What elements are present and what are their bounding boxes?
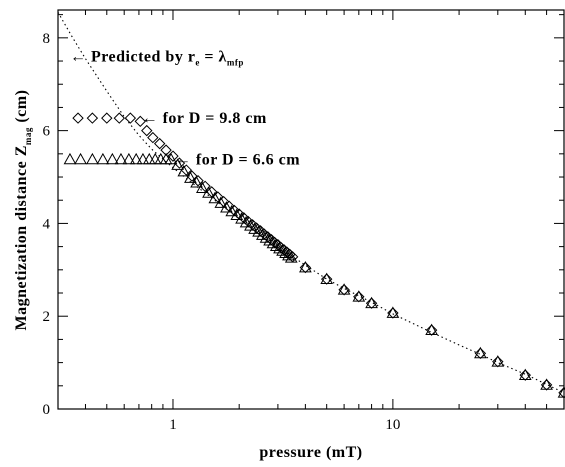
triangle-point <box>177 164 191 177</box>
triangle-point <box>276 244 289 256</box>
ticks-layer: 0 2 4 6 8 1 10 <box>43 10 565 433</box>
triangle-point <box>352 290 366 302</box>
predicted-curve <box>57 12 565 394</box>
diamond-point <box>192 175 204 187</box>
triangle-point <box>136 152 150 165</box>
triangle-point <box>220 201 233 213</box>
y-axis-title-sub: mag <box>23 127 33 145</box>
triangle-point <box>365 296 378 309</box>
diamond-point <box>86 112 99 124</box>
annotation-subscript: mfp <box>227 57 244 67</box>
diamond-point <box>124 112 137 124</box>
y-tick-label: 0 <box>43 402 51 418</box>
triangle-point <box>214 196 228 208</box>
annotation: ← for D = 9.8 cm <box>142 110 267 127</box>
triangle-point <box>284 251 298 263</box>
triangle-point <box>282 248 295 261</box>
diamond-point <box>153 137 166 150</box>
triangle-point <box>74 152 87 165</box>
triangle-point <box>122 152 136 165</box>
triangle-point <box>190 176 203 188</box>
x-axis-title: pressure (mT) <box>259 444 362 461</box>
triangle-point <box>540 378 553 390</box>
diamond-point <box>353 291 365 303</box>
annotations-layer: ← Predicted by re = λmfp← for D = 9.8 cm… <box>70 48 300 168</box>
triangle-point <box>279 246 292 259</box>
y-tick-label: 4 <box>43 216 51 232</box>
triangle-point <box>425 323 438 336</box>
triangle-point <box>266 236 280 249</box>
x-tick-label: 10 <box>385 417 400 433</box>
triangle-point <box>491 355 505 367</box>
triangle-point <box>164 152 178 165</box>
triangle-point <box>225 204 239 217</box>
diamond-point <box>365 297 378 309</box>
y-axis-title-unit: (cm) <box>13 90 30 128</box>
annotation-text: for D = 9.8 cm <box>158 110 267 127</box>
triangle-point <box>239 215 253 228</box>
y-axis-title-main: Magnetization distance Z <box>13 145 30 330</box>
diamond-point <box>147 131 159 144</box>
triangle-point <box>320 272 334 284</box>
triangle-point <box>129 152 143 165</box>
triangle-point <box>171 158 184 170</box>
triangle-point <box>269 239 283 252</box>
triangle-point <box>235 212 248 224</box>
plot-frame <box>57 9 565 410</box>
y-axis-title: Magnetization distance Zmag (cm) <box>13 90 33 331</box>
y-tick-label: 2 <box>43 309 51 325</box>
data-marks-layer <box>63 112 565 399</box>
annotation-text: Predicted by r <box>86 48 195 65</box>
triangle-point <box>184 171 197 183</box>
annotation: ← Predicted by re = λmfp <box>70 48 244 67</box>
annotation: ← for D = 6.6 cm <box>175 151 300 168</box>
triangle-point <box>63 152 77 165</box>
predicted-curve-layer <box>57 12 565 394</box>
triangle-point <box>230 208 244 220</box>
y-tick-label: 8 <box>43 31 51 47</box>
diamond-point <box>387 307 399 319</box>
diamond-point <box>160 144 172 156</box>
diamond-point <box>167 150 179 162</box>
triangle-point <box>337 283 351 295</box>
triangle-point <box>96 152 110 165</box>
diamond-point <box>474 347 487 360</box>
x-tick-label: 1 <box>169 417 177 433</box>
annotation-arrow: ← <box>142 110 159 127</box>
diamond-point <box>540 379 553 391</box>
diamond-point <box>101 112 113 124</box>
triangle-point <box>299 260 312 273</box>
annotation-arrow: ← <box>175 151 192 168</box>
annotation-arrow: ← <box>70 48 87 65</box>
triangle-point <box>273 241 286 254</box>
diamond-point <box>320 273 333 285</box>
diamond-point <box>425 324 438 336</box>
triangle-point <box>386 306 400 318</box>
y-tick-label: 6 <box>43 124 51 140</box>
annotation-text: = λ <box>200 48 227 65</box>
triangle-point <box>474 346 487 359</box>
diamond-point <box>299 261 312 274</box>
triangle-point <box>208 191 222 204</box>
diamond-point <box>72 112 84 124</box>
diamond-point <box>338 284 350 296</box>
triangle-point <box>202 186 215 198</box>
triangle-point <box>557 386 565 398</box>
triangle-point <box>154 152 168 165</box>
diamond-point <box>492 355 504 368</box>
diamond-point <box>113 112 126 124</box>
triangle-point <box>518 368 532 381</box>
annotation-text: for D = 6.6 cm <box>191 151 300 168</box>
annotation-subscript: e <box>195 57 200 67</box>
triangle-point <box>195 181 209 194</box>
diamond-point <box>519 369 531 381</box>
diamond-point <box>558 387 565 399</box>
triangle-point <box>86 152 99 165</box>
triangle-point <box>105 152 119 165</box>
diamond-point <box>134 115 146 128</box>
triangle-point <box>114 152 128 165</box>
diamond-point <box>141 124 153 137</box>
